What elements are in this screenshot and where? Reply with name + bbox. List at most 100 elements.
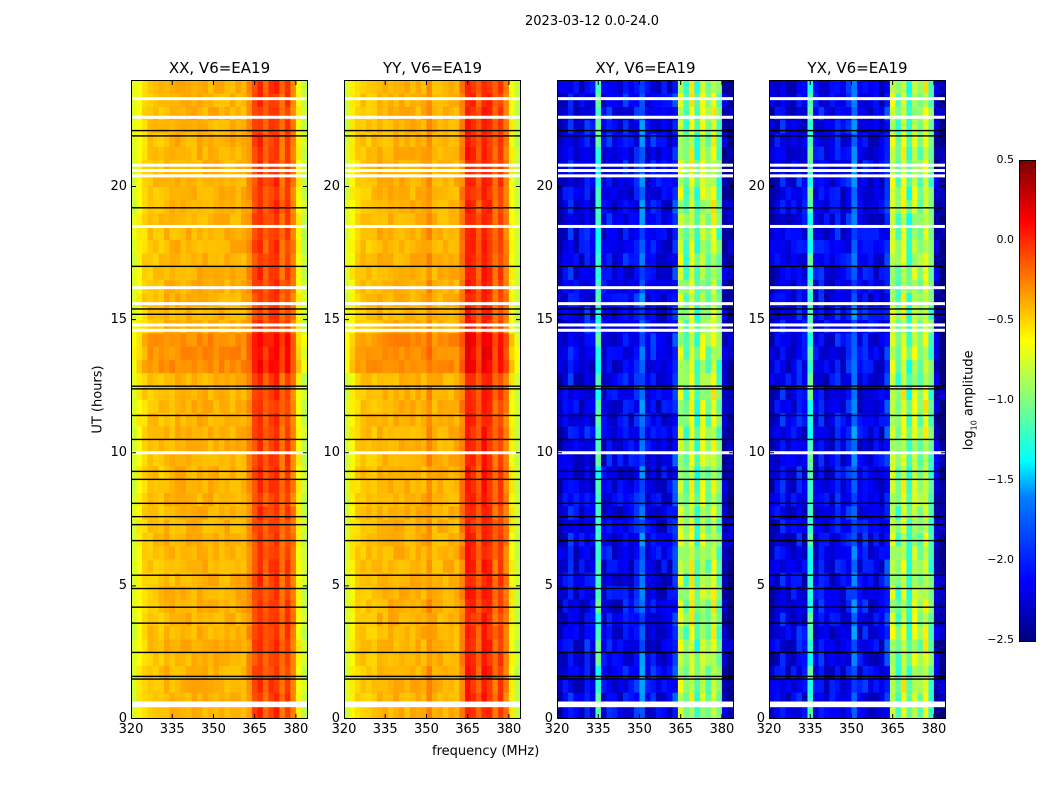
heatmap-cell xyxy=(595,372,602,387)
heatmap-cell xyxy=(295,639,302,653)
heatmap-cell xyxy=(595,479,602,493)
heatmap-cell xyxy=(344,173,350,187)
heatmap-cell xyxy=(141,466,148,480)
heatmap-cell xyxy=(600,519,607,533)
heatmap-cell xyxy=(185,559,192,573)
heatmap-cell xyxy=(354,519,361,533)
heatmap-cell xyxy=(699,106,706,121)
heatmap-cell xyxy=(169,452,176,467)
heatmap-cell xyxy=(426,692,433,706)
flagged-row xyxy=(557,169,734,173)
heatmap-cell xyxy=(584,306,591,320)
heatmap-cell xyxy=(387,692,394,706)
heatmap-cell xyxy=(218,239,225,254)
heatmap-cell xyxy=(666,559,673,573)
heatmap-cell xyxy=(661,705,668,719)
heatmap-cell xyxy=(437,199,444,214)
heatmap-cell xyxy=(141,332,148,347)
heatmap-cell xyxy=(349,585,356,600)
heatmap-cell xyxy=(475,426,482,440)
heatmap-cell xyxy=(213,332,220,347)
black-line-row xyxy=(131,523,308,526)
heatmap-cell xyxy=(650,146,657,161)
heatmap-cell xyxy=(354,346,361,360)
heatmap-cell xyxy=(426,545,433,560)
heatmap-cell xyxy=(834,665,841,680)
heatmap-cell xyxy=(716,80,723,94)
heatmap-cell xyxy=(514,652,521,667)
heatmap-cell xyxy=(661,173,668,187)
heatmap-cell xyxy=(409,173,416,187)
heatmap-cell xyxy=(295,332,302,347)
heatmap-cell xyxy=(584,612,591,627)
heatmap-cell xyxy=(622,399,629,414)
heatmap-cell xyxy=(650,412,657,427)
heatmap-cell xyxy=(503,506,510,520)
heatmap-cell xyxy=(442,705,449,719)
heatmap-cell xyxy=(492,239,499,254)
heatmap-cell xyxy=(818,705,825,719)
heatmap-cell xyxy=(889,692,896,706)
heatmap-cell xyxy=(508,226,515,241)
heatmap-cell xyxy=(727,492,734,507)
heatmap-cell xyxy=(213,306,220,320)
flagged-row xyxy=(344,328,521,332)
heatmap-cell xyxy=(617,532,624,547)
heatmap-cell xyxy=(158,599,165,613)
heatmap-cell xyxy=(600,679,607,693)
heatmap-cell xyxy=(655,585,662,600)
x-tick-label: 380 xyxy=(496,722,522,737)
heatmap-cell xyxy=(431,506,438,520)
heatmap-cell xyxy=(196,599,203,613)
heatmap-cell xyxy=(235,306,242,320)
heatmap-cell xyxy=(420,133,427,147)
heatmap-cell xyxy=(464,386,471,400)
heatmap-cell xyxy=(262,652,269,667)
heatmap-cell xyxy=(235,80,242,94)
heatmap-cell xyxy=(694,545,701,560)
heatmap-cell xyxy=(136,559,143,573)
heatmap-cell xyxy=(633,599,640,613)
heatmap-cell xyxy=(628,80,635,94)
heatmap-cell xyxy=(420,332,427,347)
heatmap-cell xyxy=(716,213,723,227)
heatmap-cell xyxy=(611,665,618,680)
heatmap-cell xyxy=(639,199,646,214)
heatmap-cell xyxy=(191,199,198,214)
heatmap-cell xyxy=(464,545,471,560)
heatmap-cell xyxy=(251,625,258,640)
heatmap-cell xyxy=(666,146,673,161)
heatmap-cell xyxy=(442,452,449,467)
heatmap-cell xyxy=(683,559,690,573)
heatmap-cell xyxy=(644,705,651,719)
heatmap-cell xyxy=(606,665,613,680)
heatmap-cell xyxy=(578,80,585,94)
heatmap-cell xyxy=(453,506,460,520)
heatmap-cell xyxy=(655,679,662,693)
heatmap-cell xyxy=(497,652,504,667)
heatmap-cell xyxy=(398,426,405,440)
heatmap-cell xyxy=(354,652,361,667)
heatmap-cell xyxy=(262,639,269,653)
heatmap-cell xyxy=(235,372,242,387)
heatmap-cell xyxy=(284,359,291,374)
heatmap-cell xyxy=(284,186,291,201)
heatmap-cell xyxy=(202,173,209,187)
black-line-row xyxy=(557,135,734,137)
heatmap-cell xyxy=(437,372,444,387)
heatmap-cell xyxy=(163,199,170,214)
heatmap-cell xyxy=(661,332,668,347)
heatmap-cell xyxy=(492,479,499,493)
heatmap-cell xyxy=(677,665,684,680)
heatmap-cell xyxy=(371,679,378,693)
heatmap-cell xyxy=(655,332,662,347)
heatmap-cell xyxy=(246,346,253,360)
heatmap-cell xyxy=(409,439,416,454)
heatmap-cell xyxy=(295,452,302,467)
heatmap-cell xyxy=(213,559,220,573)
heatmap-cell xyxy=(262,452,269,467)
heatmap-cell xyxy=(606,692,613,706)
heatmap-cell xyxy=(448,213,455,227)
heatmap-cell xyxy=(470,692,477,706)
y-tick-label: 10 xyxy=(536,444,553,460)
